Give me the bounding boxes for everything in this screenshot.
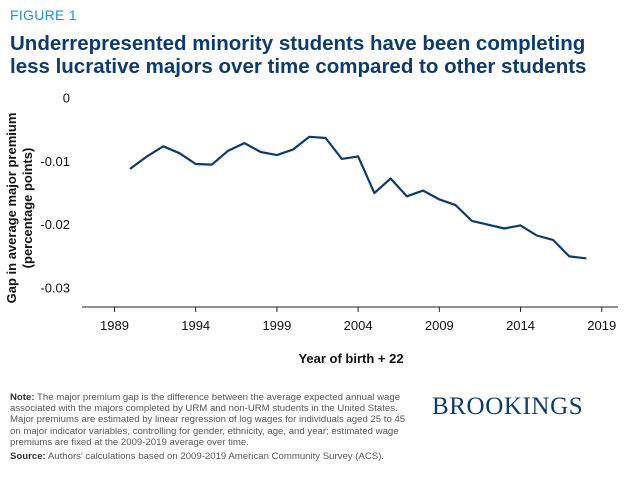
source-label: Source:	[10, 451, 46, 463]
note-paragraph: Note: The major premium gap is the diffe…	[10, 392, 415, 448]
plot-area: 1989 1994 1999 2004 2009 2014 2019 0 -0.01 -0.02 -…	[40, 91, 618, 333]
x-axis-title: Year of birth + 22	[298, 351, 403, 366]
chart-title-line-2: less lucrative majors over time compared…	[10, 55, 587, 78]
chart-title-line-1: Underrepresented minority students have …	[10, 32, 586, 55]
x-tick-label: 1999	[262, 318, 291, 333]
x-tick-label: 1989	[100, 318, 129, 333]
figure-label: FIGURE 1	[10, 7, 77, 23]
y-axis-title-line-1: Gap in average major premium	[4, 113, 19, 304]
x-tick-label: 1994	[181, 318, 210, 333]
series-line	[129, 135, 587, 260]
x-tick-label: 2004	[344, 318, 373, 333]
brookings-logo: BROOKINGS	[432, 393, 584, 420]
y-tick-label: 0	[63, 91, 70, 106]
line-chart: 1989 1994 1999 2004 2009 2014 2019 0 -0.01 -0.02 -…	[4, 91, 618, 366]
y-tick-label: -0.02	[40, 217, 70, 232]
chart-title: Underrepresented minority students have …	[10, 32, 617, 78]
x-tick-label: 2019	[587, 318, 616, 333]
footnote: Note: The major premium gap is the diffe…	[10, 392, 415, 465]
note-text: The major premium gap is the difference …	[10, 392, 406, 448]
source-text: Authors' calculations based on 2009-2019…	[47, 451, 385, 463]
note-label: Note:	[10, 392, 35, 403]
y-axis-title-line-2: (percentage points)	[20, 148, 35, 269]
x-tick-label: 2009	[425, 318, 454, 333]
y-tick-label: -0.01	[40, 154, 70, 169]
y-tick-label: -0.03	[40, 281, 70, 296]
source-paragraph: Source: Authors' calculations based on 2…	[10, 451, 415, 462]
x-tick-label: 2014	[506, 318, 535, 333]
